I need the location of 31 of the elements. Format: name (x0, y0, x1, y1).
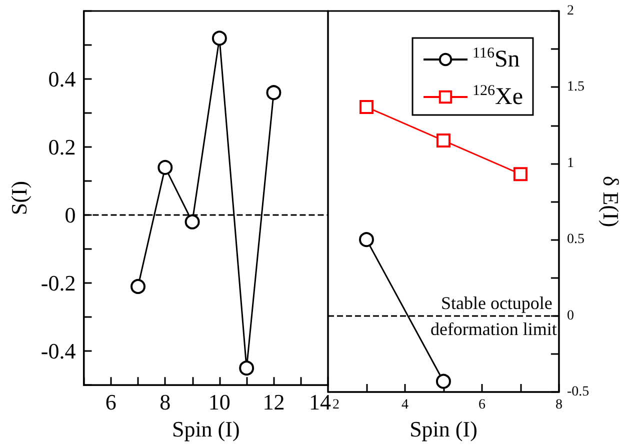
y2-tick-label: 0.5 (566, 232, 584, 248)
y-axis-title: S(I) (6, 180, 32, 216)
x-tick-label: 8 (555, 398, 562, 412)
x-tick-label: 12 (262, 390, 285, 415)
x-tick-label: 14 (309, 390, 331, 415)
y-tick-label: 0 (64, 202, 76, 228)
y2-tick-label: 2 (566, 4, 574, 18)
point (239, 360, 254, 376)
point (130, 278, 146, 294)
y-tick-label: 0.2 (48, 134, 76, 160)
point (158, 160, 173, 175)
x-tick-label: 6 (478, 398, 486, 412)
y2-tick-label: 1.5 (566, 80, 584, 95)
y2-tick-label: -0.5 (566, 384, 590, 400)
point (212, 30, 227, 46)
x-tick-label: 8 (160, 390, 171, 415)
ref-line-label: Stable octupole deformation limit (430, 292, 557, 339)
x-tick-label: 2 (332, 398, 340, 412)
x-tick-label: 6 (105, 390, 116, 415)
x-tick-label: 10 (208, 390, 230, 415)
point (184, 214, 200, 230)
x-tick-label: 4 (401, 398, 408, 412)
y2-tick-label: 1 (566, 156, 574, 171)
y-tick-label: -0.4 (40, 338, 76, 364)
x-axis-title: Spin (I) (410, 416, 478, 442)
x-axis-title: Spin (I) (172, 416, 240, 442)
y2-axis-title: δ E(I) (598, 176, 624, 228)
point (266, 85, 282, 100)
y2-tick-label: 0 (566, 308, 574, 324)
y-tick-label: -0.2 (40, 270, 76, 296)
y-tick-label: 0.4 (48, 66, 76, 92)
